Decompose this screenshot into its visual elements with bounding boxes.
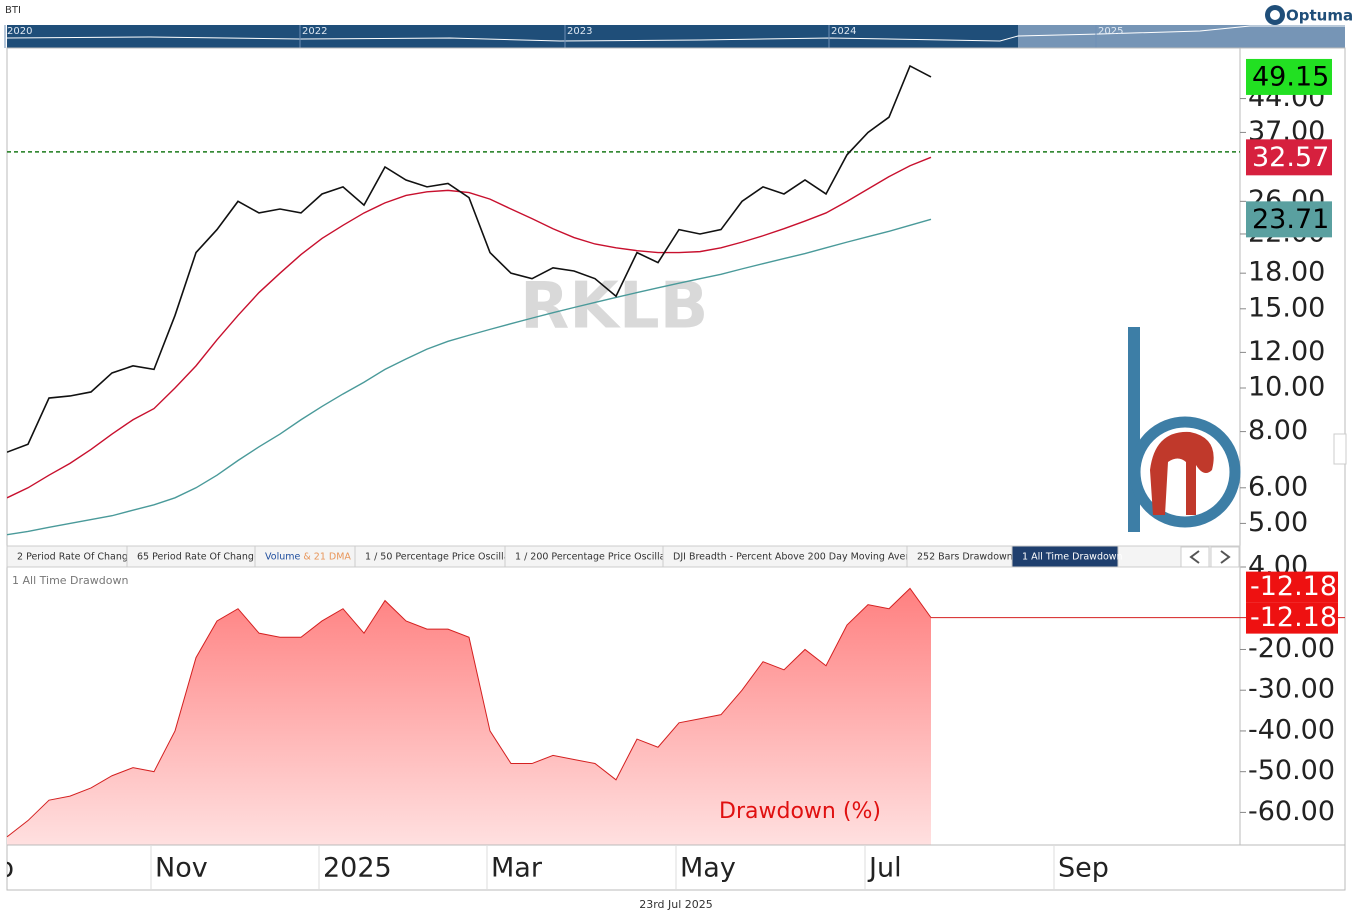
annotation: Drawdown (%) [719,799,881,824]
series-line [7,218,932,536]
last-value-box [1246,201,1332,238]
drawdown-area [7,588,931,845]
prev-tab[interactable] [1180,546,1210,568]
last-value-label: 49.15 [1252,61,1329,92]
tab-label[interactable]: 65 Period Rate Of Change [137,552,260,563]
y-tick-label: -20.00 [1248,633,1335,664]
brand-logo [1128,327,1241,532]
watermark: RKLB [520,270,708,344]
y-tick-label: -40.00 [1248,714,1335,745]
panel-label: 1 All Time Drawdown [12,574,128,587]
last-value-box [1246,571,1338,603]
x-tick-label: May [680,853,736,884]
last-value-box [1246,602,1338,634]
tab-label[interactable]: 252 Bars Drawdown [917,552,1013,563]
y-tick-label: 6.00 [1248,471,1308,502]
x-tick-label: Sep [0,853,14,884]
optuma-logo: Optuma [1265,5,1352,25]
tab-label-suffix[interactable]: & 21 DMA [303,552,351,563]
last-value-label: -12.18 [1250,571,1337,602]
next-tab[interactable] [1210,546,1240,568]
y-tick-label: -50.00 [1248,755,1335,786]
symbol: BTI [5,5,21,16]
overview-bar [7,25,1345,48]
overview-year: 2023 [567,26,592,37]
tab-label[interactable]: 2 Period Rate Of Change [17,552,134,563]
logo-text: Optuma [1286,7,1352,25]
y-tick-label: -60.00 [1248,796,1335,827]
tab[interactable] [1011,545,1119,568]
y-tick-label: 8.00 [1248,415,1308,446]
tab-arrows[interactable] [1180,546,1240,568]
series-line [7,64,932,453]
overview-window [1018,25,1345,48]
overview-year: 2025 [1098,26,1123,37]
tab-label[interactable]: Volume [265,552,300,563]
tab-label[interactable]: 1 / 200 Percentage Price Oscillator [515,552,679,563]
footer-date: 23rd Jul 2025 [639,898,713,911]
last-value-label: 23.71 [1252,204,1329,235]
y-tick-label: 15.00 [1248,292,1325,323]
y-tick-label: 18.00 [1248,257,1325,288]
y-tick-label: 10.00 [1248,372,1325,403]
overview-year: 2022 [302,26,327,37]
tab-label[interactable]: DJI Breadth - Percent Above 200 Day Movi… [673,552,927,563]
overview-year: 2024 [831,26,856,37]
drawdown-line [6,587,932,838]
x-tick-label: Mar [491,853,543,884]
x-tick-label: Nov [155,853,208,884]
tab-label[interactable]: 1 All Time Drawdown [1022,552,1123,563]
y-tick-label: -30.00 [1248,674,1335,705]
x-tick-label: Sep [1058,853,1109,884]
y-tick-label: 12.00 [1248,336,1325,367]
x-tick-label: Jul [867,853,902,884]
side-toggle[interactable] [1333,433,1347,465]
x-tick-label: 2025 [323,853,392,884]
last-value-label: -12.18 [1250,602,1337,633]
tab-label[interactable]: 1 / 50 Percentage Price Oscillator [365,552,523,563]
last-value-label: 32.57 [1252,142,1329,173]
y-tick-label: 5.00 [1248,507,1308,538]
overview-year: 2020 [7,26,32,37]
last-value-box [1246,58,1332,95]
series-line [7,156,932,499]
last-value-box [1246,139,1332,176]
